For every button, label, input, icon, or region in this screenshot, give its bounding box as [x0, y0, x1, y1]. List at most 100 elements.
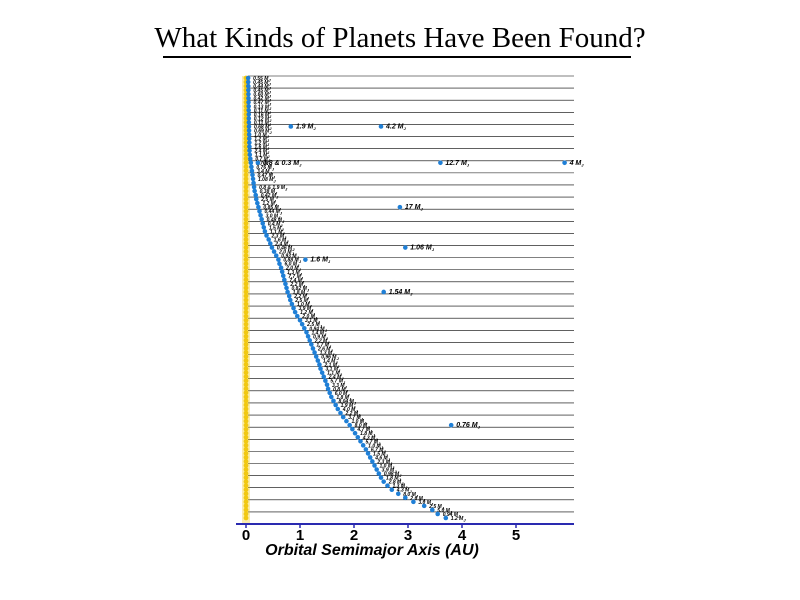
planet-mass-label: 1.0 MJ	[297, 302, 313, 309]
planet-point	[279, 269, 285, 275]
star-dot	[243, 402, 249, 408]
planet-mass-label: 1.9 MJ	[296, 123, 317, 131]
planet-point	[280, 273, 286, 279]
planet-point	[381, 289, 387, 295]
star-dot	[243, 370, 249, 376]
star-dot	[243, 475, 249, 481]
star-dot	[243, 176, 249, 182]
planet-mass-label: 0.55 MJ	[253, 76, 271, 83]
planet-mass-label: 4.2 MJ	[385, 123, 407, 131]
planet-mass-label: 3.0 MJ	[266, 213, 282, 220]
star-dot	[243, 265, 249, 271]
star-dot	[243, 269, 249, 275]
planet-mass-label: 5.7 MJ	[330, 379, 346, 386]
planet-mass-label: 1.8 MJ	[336, 395, 352, 402]
star-dot	[243, 333, 249, 339]
star-dot	[243, 479, 249, 485]
star-dot	[243, 192, 249, 198]
planet-mass-label: 0.68 MJ	[254, 124, 272, 131]
star-dot	[243, 459, 249, 464]
planet-mass-label: 8.0 MJ	[403, 492, 419, 499]
planet-point	[381, 479, 387, 484]
planet-point	[246, 112, 252, 117]
star-dot	[243, 346, 249, 351]
star-dot	[243, 309, 249, 315]
planet-mass-label: 2.1 MJ	[323, 363, 340, 370]
planet-mass-label: 0.69 MJ	[254, 128, 272, 135]
x-tick-label: 0	[242, 527, 250, 544]
planet-point	[246, 124, 252, 129]
planet-mass-label: 3.9 MJ	[299, 306, 315, 313]
planet-point	[340, 414, 346, 420]
planet-mass-label: 1.0 MJ	[351, 419, 367, 426]
planet-mass-label: 0.8 & 0.3 MJ	[263, 160, 302, 168]
planet-point	[443, 515, 449, 521]
planet-mass-label: 2.2 MJ	[314, 338, 331, 345]
planet-mass-label: 1.3 MJ	[287, 270, 303, 277]
planet-point	[358, 438, 363, 444]
planet-point	[430, 507, 435, 513]
star-dot	[243, 515, 249, 521]
planet-point	[329, 394, 334, 400]
planet-point	[246, 103, 251, 109]
planet-point	[264, 233, 269, 238]
star-dot	[243, 321, 249, 327]
planet-point	[323, 378, 328, 384]
planet-point	[376, 471, 382, 476]
planet-mass-label: 0.42 MJ	[253, 96, 271, 103]
star-dot	[243, 317, 249, 323]
planet-point	[247, 144, 252, 149]
planet-point	[288, 124, 294, 129]
planet-mass-label: 0.9 MJ	[313, 334, 329, 341]
planet-mass-label: 1.2 MJ	[451, 516, 467, 523]
planet-mass-label: 0.76 MJ	[456, 422, 480, 430]
star-dot	[243, 140, 249, 146]
planet-point	[260, 221, 266, 226]
grid-lines	[248, 75, 574, 513]
planet-point	[246, 120, 252, 125]
planet-mass-label: 1.1 MJ	[270, 229, 286, 236]
planet-point	[247, 152, 253, 158]
planet-mass-label: 0.11 MJ	[254, 120, 272, 127]
planet-mass-label: 1.5 MJ	[373, 451, 389, 458]
star-dot	[243, 152, 249, 158]
x-tick-label: 1	[296, 527, 304, 544]
x-tick-label: 3	[404, 527, 412, 544]
planet-mass-label: 4.7 MJ	[356, 427, 373, 434]
planet-mass-label: 1.3 MJ	[320, 350, 336, 357]
planet-mass-label: 1.7 MJ	[316, 342, 332, 349]
star-dot	[243, 434, 249, 440]
planet-point	[355, 434, 361, 440]
planet-mass-label: 1.8 MJ	[293, 290, 309, 297]
x-axis-title: Orbital Semimajor Axis (AU)	[265, 542, 479, 559]
star-dot	[243, 180, 249, 186]
star-dot	[243, 285, 249, 291]
star-dot	[243, 426, 249, 432]
planet-point	[435, 511, 441, 517]
planet-mass-label: 2.8 MJ	[388, 480, 405, 487]
planet-mass-label: 0.46 MJ	[277, 246, 295, 253]
planet-mass-label: 0.16 MJ	[254, 112, 272, 119]
star-dot	[243, 483, 249, 489]
planet-point	[333, 402, 338, 408]
planet-mass-label: 1.06 MJ	[410, 245, 434, 253]
planet-mass-label: 1.4 MJ	[323, 359, 339, 366]
planet-point	[297, 317, 303, 323]
planet-mass-label: 3.1 MJ	[326, 367, 342, 374]
planet-point	[247, 140, 252, 145]
planet-point	[251, 184, 257, 190]
planet-point	[389, 487, 395, 493]
planet-mass-label: 2.2 MJ	[289, 282, 306, 289]
star-dot	[243, 362, 249, 367]
planet-point	[282, 277, 287, 283]
star-dot	[243, 442, 249, 448]
star-dot	[243, 378, 249, 384]
planet-point	[321, 374, 327, 380]
planet-mass-label: 4.3 MJ	[396, 488, 413, 495]
planet-point	[259, 216, 264, 222]
planet-point	[403, 495, 408, 501]
planet-point	[324, 382, 330, 388]
planet-point	[255, 160, 261, 166]
planet-mass-label: 1.0 MJ	[254, 133, 270, 140]
planet-mass-label: 5.0 MJ	[437, 508, 453, 514]
